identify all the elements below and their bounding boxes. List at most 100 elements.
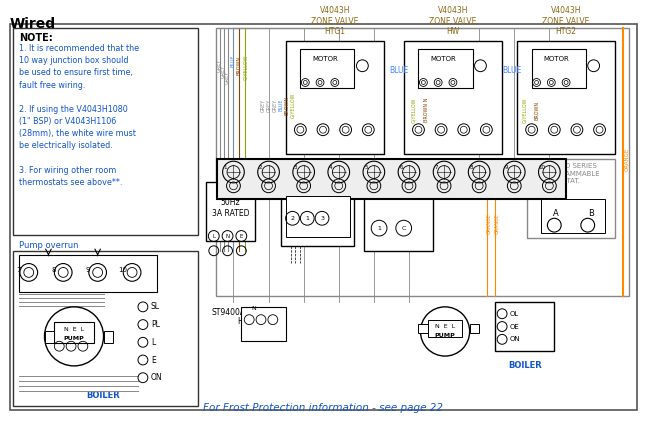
Text: BROWN: BROWN (284, 95, 289, 115)
Text: L641A
CYLINDER
STAT.: L641A CYLINDER STAT. (382, 177, 416, 197)
Text: GREY: GREY (267, 98, 271, 112)
Bar (13, 28, 198, 235)
Text: L: L (212, 233, 215, 238)
Text: CM900 SERIES
PROGRAMMABLE
STAT.: CM900 SERIES PROGRAMMABLE STAT. (542, 163, 600, 184)
Bar (215, 28, 629, 296)
Text: BOILER: BOILER (508, 361, 542, 370)
Text: 4: 4 (329, 165, 333, 170)
Text: Wired: Wired (10, 16, 56, 30)
Text: 230V
50Hz
3A RATED: 230V 50Hz 3A RATED (212, 187, 249, 218)
Text: 7: 7 (17, 268, 21, 273)
Text: 8: 8 (51, 268, 56, 273)
Bar (54, 322, 94, 343)
Bar (527, 159, 615, 238)
Text: ORANGE: ORANGE (624, 148, 630, 171)
Text: C: C (402, 226, 406, 231)
Text: 2: 2 (291, 216, 294, 221)
Text: BOILER: BOILER (87, 391, 120, 400)
Text: 8: 8 (470, 165, 473, 170)
Text: Pump overrun: Pump overrun (19, 241, 78, 250)
Text: V4043H
ZONE VALVE
HTG2: V4043H ZONE VALVE HTG2 (542, 6, 590, 36)
Text: G/YELLOW: G/YELLOW (290, 92, 295, 118)
Text: 1: 1 (305, 216, 309, 221)
Bar (19, 255, 157, 292)
Bar (532, 49, 586, 88)
Text: 9: 9 (505, 165, 508, 170)
Text: E: E (151, 355, 155, 365)
Text: A: A (553, 209, 559, 218)
Text: G/YELLOW: G/YELLOW (522, 97, 527, 123)
Text: GREY: GREY (217, 59, 222, 72)
Text: 6: 6 (399, 165, 403, 170)
Text: V4043H
ZONE VALVE
HTG1: V4043H ZONE VALVE HTG1 (311, 6, 358, 36)
Text: 1. It is recommended that the
10 way junction box should
be used to ensure first: 1. It is recommended that the 10 way jun… (19, 44, 139, 187)
Bar (281, 172, 355, 246)
Text: 2: 2 (259, 165, 263, 170)
Bar (104, 331, 113, 343)
Bar (542, 199, 606, 233)
Bar (206, 182, 255, 241)
Bar (217, 159, 566, 199)
Text: 10: 10 (118, 268, 127, 273)
Text: 3: 3 (294, 165, 298, 170)
Bar (285, 196, 349, 237)
Text: ORANGE: ORANGE (495, 213, 499, 234)
Text: G/YELLOW: G/YELLOW (243, 55, 248, 81)
Text: NOTE:: NOTE: (19, 33, 52, 43)
Text: BROWN: BROWN (534, 100, 539, 119)
Text: N  E  L: N E L (64, 327, 84, 332)
Text: BLUE: BLUE (389, 66, 408, 75)
Bar (364, 172, 433, 251)
Text: PUMP: PUMP (63, 336, 84, 341)
Text: BLUE: BLUE (502, 66, 521, 75)
Text: N: N (252, 306, 256, 311)
Text: GREY: GREY (261, 98, 265, 112)
Text: GREY: GREY (272, 98, 278, 112)
Bar (517, 41, 615, 154)
Bar (404, 41, 502, 154)
Text: V4043H
ZONE VALVE
HW: V4043H ZONE VALVE HW (429, 6, 477, 36)
Text: 10: 10 (538, 165, 545, 170)
Text: ON: ON (510, 336, 521, 342)
Text: SL: SL (151, 302, 160, 311)
Text: 5: 5 (364, 165, 367, 170)
Bar (419, 324, 428, 333)
Bar (300, 49, 355, 88)
Text: OL: OL (510, 311, 520, 317)
Text: ST9400A/C: ST9400A/C (212, 307, 254, 316)
Text: MOTOR: MOTOR (312, 56, 338, 62)
Text: L: L (151, 338, 155, 347)
Text: GREY: GREY (225, 71, 230, 84)
Text: N: N (226, 233, 230, 238)
Bar (495, 302, 554, 351)
Text: G/YELLOW: G/YELLOW (411, 97, 416, 123)
Text: 7: 7 (434, 165, 438, 170)
Bar (470, 324, 479, 333)
Text: B: B (587, 209, 594, 218)
Text: BLUE: BLUE (278, 99, 283, 111)
Text: N  E  L: N E L (435, 324, 455, 329)
Text: E: E (239, 233, 243, 238)
Text: For Frost Protection information - see page 22: For Frost Protection information - see p… (203, 403, 443, 413)
Text: MOTOR: MOTOR (543, 56, 569, 62)
Bar (285, 41, 384, 154)
Text: GREY: GREY (221, 65, 226, 78)
Text: HW HTG: HW HTG (238, 317, 270, 326)
Text: BROWN: BROWN (237, 56, 242, 75)
Text: OE: OE (510, 324, 520, 330)
Text: **: ** (358, 177, 367, 186)
Bar (241, 307, 285, 341)
Text: 3: 3 (320, 216, 324, 221)
Text: ON: ON (151, 373, 162, 382)
Text: 1: 1 (377, 226, 381, 231)
Text: BLUE: BLUE (231, 54, 236, 67)
Text: MOTOR: MOTOR (430, 56, 456, 62)
Bar (428, 319, 462, 337)
Bar (13, 251, 198, 406)
Text: 9: 9 (85, 268, 90, 273)
Text: ORANGE: ORANGE (487, 213, 492, 234)
Text: T6360B
ROOM STAT.: T6360B ROOM STAT. (297, 177, 339, 190)
Text: BROWN N: BROWN N (424, 98, 429, 122)
Text: PL: PL (151, 320, 160, 329)
Text: PUMP: PUMP (435, 333, 455, 338)
